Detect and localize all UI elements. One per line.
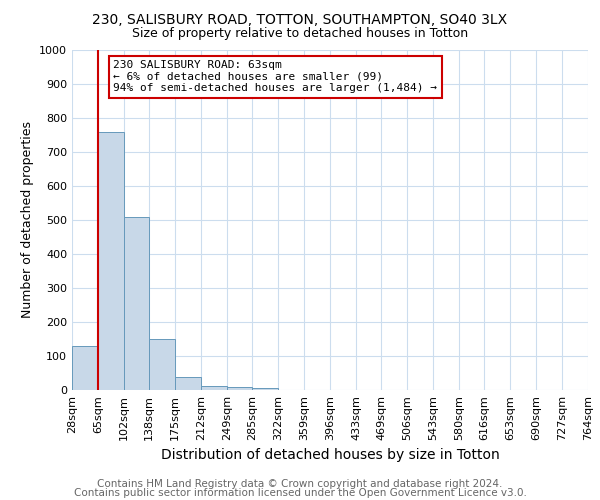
Bar	[252, 388, 278, 390]
Bar	[72, 346, 98, 390]
Bar	[149, 339, 175, 390]
Text: 230, SALISBURY ROAD, TOTTON, SOUTHAMPTON, SO40 3LX: 230, SALISBURY ROAD, TOTTON, SOUTHAMPTON…	[92, 12, 508, 26]
Bar	[98, 132, 124, 390]
Y-axis label: Number of detached properties: Number of detached properties	[20, 122, 34, 318]
Text: Size of property relative to detached houses in Totton: Size of property relative to detached ho…	[132, 28, 468, 40]
Text: Contains HM Land Registry data © Crown copyright and database right 2024.: Contains HM Land Registry data © Crown c…	[97, 479, 503, 489]
Bar	[227, 388, 252, 390]
Bar	[175, 377, 201, 390]
Bar	[124, 216, 149, 390]
Text: 230 SALISBURY ROAD: 63sqm
← 6% of detached houses are smaller (99)
94% of semi-d: 230 SALISBURY ROAD: 63sqm ← 6% of detach…	[113, 60, 437, 94]
Text: Contains public sector information licensed under the Open Government Licence v3: Contains public sector information licen…	[74, 488, 526, 498]
Bar	[201, 386, 227, 390]
X-axis label: Distribution of detached houses by size in Totton: Distribution of detached houses by size …	[161, 448, 499, 462]
